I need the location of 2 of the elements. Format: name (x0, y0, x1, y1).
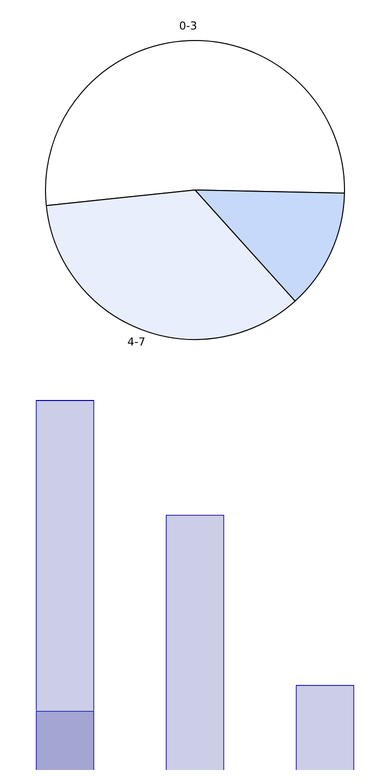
slice-label: 4-7 (127, 336, 146, 348)
slice-label: 0-3 (179, 20, 198, 33)
